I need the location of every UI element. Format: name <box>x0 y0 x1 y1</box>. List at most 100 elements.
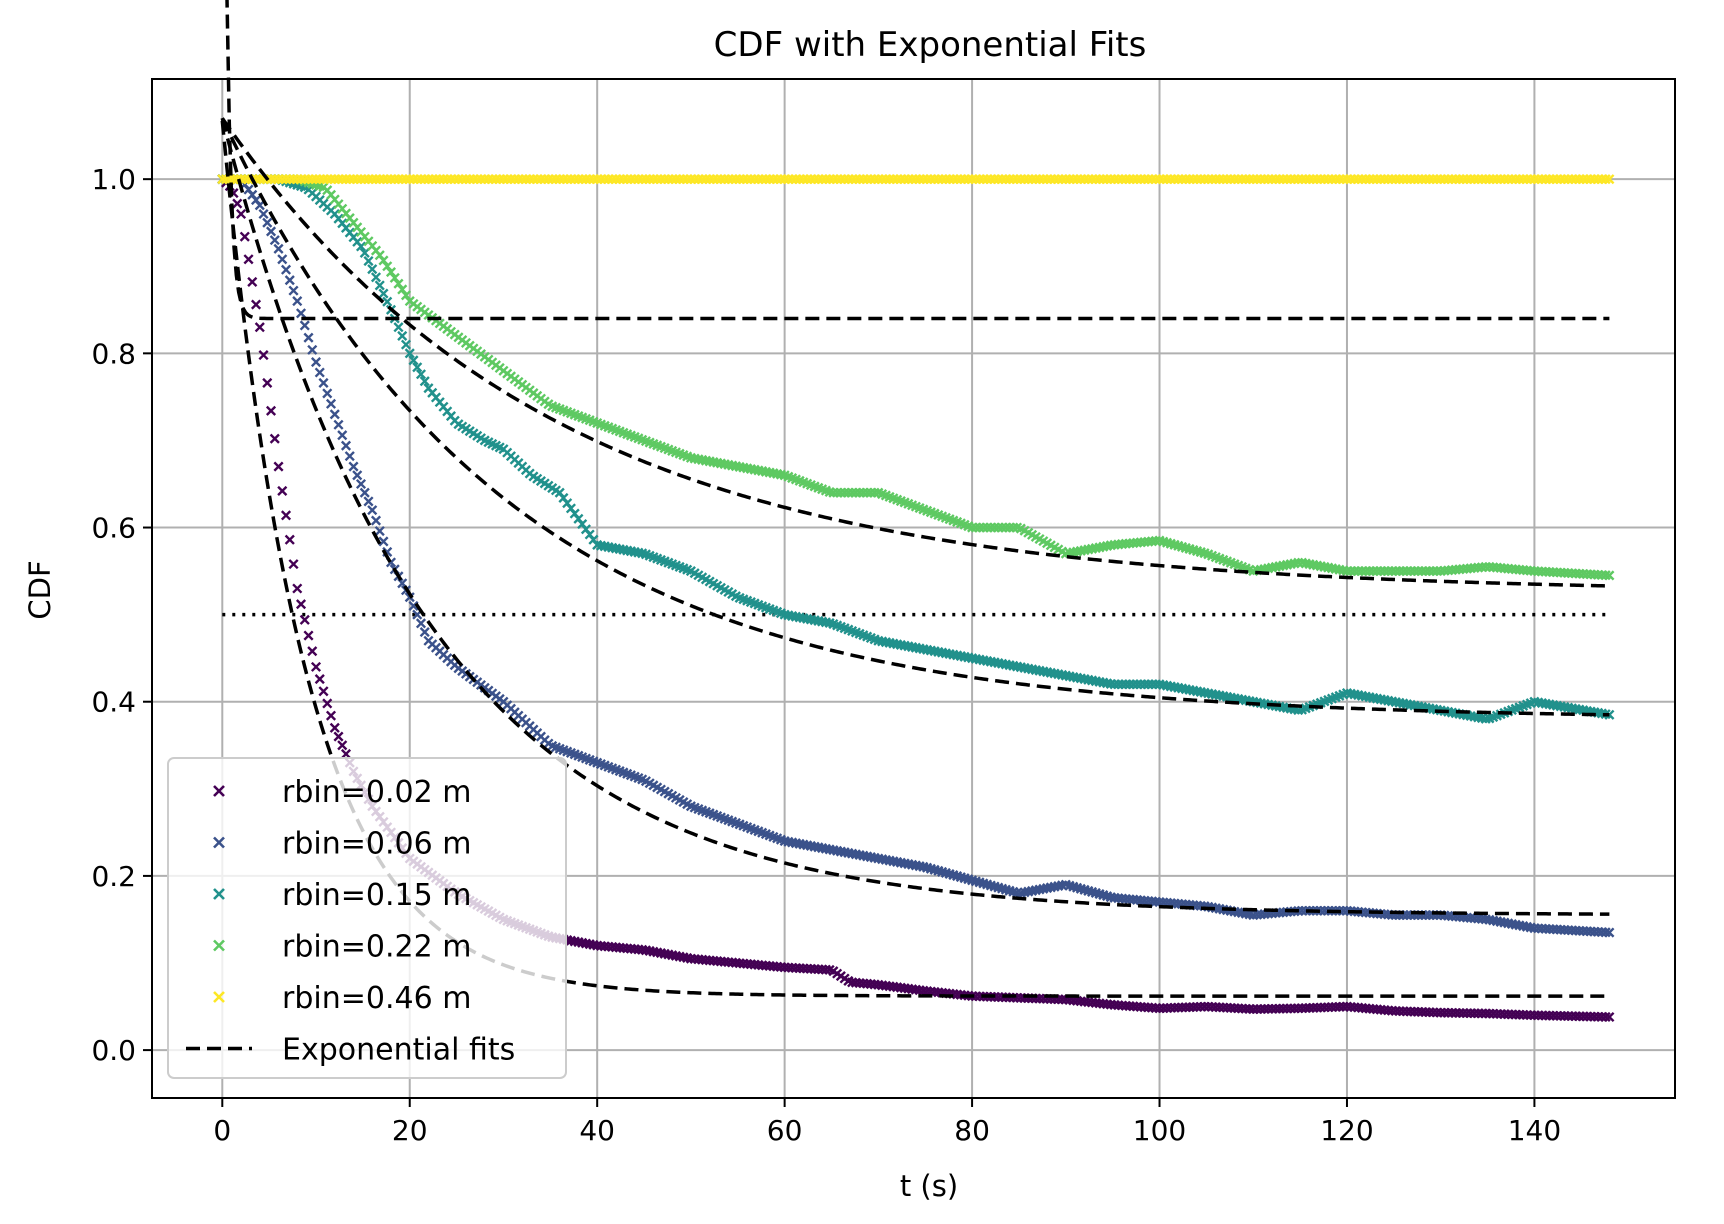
data-point <box>1098 174 1109 185</box>
data-point <box>1428 174 1439 185</box>
data-point <box>322 174 333 185</box>
data-point <box>633 174 644 185</box>
data-point <box>314 367 325 378</box>
data-point <box>280 174 292 185</box>
data-point <box>273 461 284 472</box>
data-point <box>1581 1011 1592 1022</box>
data-point <box>1371 566 1383 577</box>
data-point <box>1454 1007 1465 1019</box>
data-point <box>772 174 783 185</box>
data-point <box>292 583 303 594</box>
data-point <box>1124 174 1135 185</box>
data-point <box>532 174 543 185</box>
data-point <box>1570 1011 1581 1022</box>
data-point <box>340 440 352 451</box>
data-point <box>1101 174 1113 185</box>
data-point <box>1266 1003 1278 1014</box>
data-point <box>603 174 614 185</box>
data-point <box>1015 174 1026 185</box>
data-point <box>355 174 367 185</box>
data-point <box>415 618 427 629</box>
data-point <box>839 174 850 185</box>
data-point <box>1458 174 1469 185</box>
data-point <box>239 174 250 185</box>
data-point <box>1401 174 1412 185</box>
data-point <box>1390 566 1401 577</box>
data-point <box>359 487 370 498</box>
legend-marker <box>213 888 225 900</box>
data-point <box>277 254 288 265</box>
data-point <box>292 296 303 307</box>
data-point <box>1293 174 1304 185</box>
data-point <box>1450 1007 1461 1018</box>
data-point <box>539 174 550 185</box>
data-point <box>1454 174 1465 185</box>
data-point <box>907 174 918 185</box>
data-point <box>1559 1010 1570 1022</box>
data-point <box>1068 174 1079 185</box>
data-point <box>854 174 865 185</box>
data-point <box>1094 174 1105 185</box>
data-point <box>1574 174 1585 185</box>
data-point <box>299 320 310 331</box>
data-point <box>1315 905 1326 916</box>
data-point <box>1296 174 1308 185</box>
data-point <box>1135 679 1146 690</box>
data-point <box>457 174 468 185</box>
data-point <box>1491 174 1502 185</box>
data-point <box>1409 174 1420 185</box>
data-point <box>310 661 322 672</box>
data-point <box>697 174 708 185</box>
y-tick-label: 1.0 <box>91 163 136 196</box>
data-point <box>367 505 378 516</box>
data-point <box>1281 174 1293 185</box>
data-point <box>832 174 843 185</box>
data-point <box>1083 174 1094 185</box>
data-point <box>1533 1010 1544 1021</box>
data-point <box>273 174 284 185</box>
data-point <box>303 332 314 343</box>
data-point <box>1188 174 1199 185</box>
data-point <box>993 174 1004 185</box>
data-point <box>783 174 794 185</box>
data-point <box>723 174 734 185</box>
data-point <box>1544 1010 1555 1021</box>
data-point <box>1574 1011 1585 1022</box>
data-point <box>1311 174 1323 185</box>
data-point <box>1593 1011 1604 1022</box>
data-point <box>629 174 640 185</box>
data-point <box>1086 174 1098 185</box>
x-tick-label: 100 <box>1133 1114 1186 1147</box>
data-point <box>839 487 850 498</box>
data-point <box>1521 174 1532 185</box>
data-point <box>370 174 382 185</box>
data-point <box>1128 174 1139 185</box>
data-point <box>922 174 933 185</box>
data-point <box>1518 174 1529 185</box>
data-point <box>1356 566 1368 577</box>
data-point <box>618 174 629 185</box>
data-point <box>543 174 554 185</box>
data-point <box>1536 1010 1547 1021</box>
data-point <box>757 174 768 185</box>
data-point <box>547 174 558 185</box>
data-point <box>1334 174 1345 185</box>
data-point <box>337 430 348 441</box>
data-point <box>805 174 816 185</box>
data-point <box>1356 174 1368 185</box>
data-point <box>307 174 318 185</box>
data-point <box>1199 174 1210 185</box>
data-point <box>1120 679 1131 690</box>
data-point <box>670 174 681 185</box>
data-point <box>952 174 963 185</box>
data-point <box>1435 1007 1446 1018</box>
data-point <box>337 174 348 185</box>
data-point <box>640 174 651 185</box>
data-point <box>269 433 280 444</box>
exponential-fit-curve-2 <box>220 117 1610 916</box>
data-point <box>1555 1010 1566 1021</box>
data-point <box>1304 174 1315 185</box>
data-point <box>1416 566 1427 577</box>
data-point <box>1278 1003 1289 1014</box>
data-point <box>955 174 966 185</box>
